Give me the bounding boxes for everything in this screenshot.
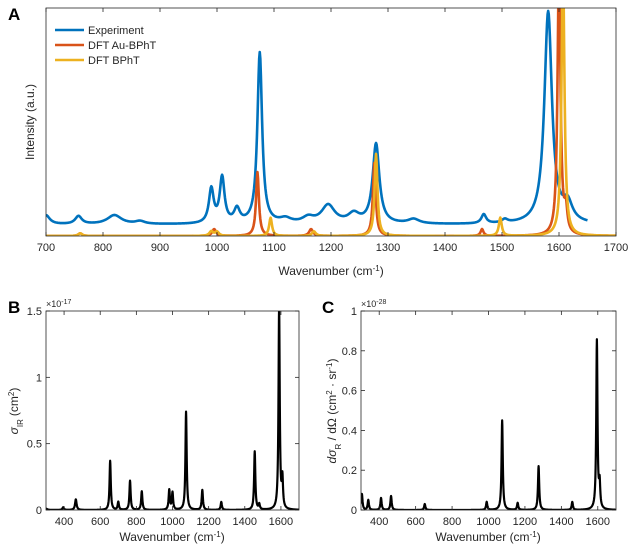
panel-c-exponent-power: -28 (376, 299, 386, 306)
panel-b-x-tick-label: 1000 (160, 516, 184, 528)
panel-b-y-tick-label: 1 (36, 372, 42, 384)
panel-c-y-tick-label: 0.8 (342, 346, 357, 358)
panel-c-x-tick-label: 800 (443, 516, 461, 528)
panel-b-x-tick-label: 600 (91, 516, 109, 528)
panel-a-x-axis-label: Wavenumber (cm-1) (278, 264, 383, 279)
panel-b-exponent: ×10-17 (46, 299, 72, 310)
panel-a-x-tick-label: 1000 (205, 242, 229, 254)
panel-c-x-tick-label: 1600 (586, 516, 610, 528)
panel-b-y-label-sub: IR (16, 419, 25, 427)
legend-label: DFT Au-BPhT (88, 40, 157, 52)
panel-c-x-ticks: 400 600 800 1000 1200 1400 1600 (370, 311, 610, 528)
panel-a-series-line-0 (46, 9, 589, 225)
panel-b-x-label-end: ) (221, 530, 225, 544)
panel-c-y-label-sup1: 2 (325, 390, 334, 395)
panel-c-exponent-base: ×10 (361, 299, 376, 309)
panel-c-y-label-dot: · sr (325, 370, 339, 391)
panel-a-x-tick-label: 1600 (547, 242, 571, 254)
panel-c-y-label-mid: / dΩ (cm (325, 395, 339, 444)
panel-c-y-label-sup2: -1 (325, 362, 334, 370)
panel-c-series-line-0 (361, 338, 616, 510)
panel-c-y-tick-label: 0.2 (342, 465, 357, 477)
panel-c-y-tick-label: 0.6 (342, 386, 357, 398)
panel-b-x-tick-label: 1600 (269, 516, 293, 528)
panel-c-letter: C (322, 298, 334, 317)
panel-b-lines (46, 311, 299, 510)
panel-a-x-tick-label: 1500 (490, 242, 514, 254)
panel-a-x-tick-label: 1300 (376, 242, 400, 254)
legend-label: Experiment (88, 25, 144, 37)
panel-b-y-axis-label: σIR (cm2) (7, 388, 25, 435)
panel-c-y-axis-label: dσR / dΩ (cm2 · sr-1) (325, 359, 343, 464)
panel-a-legend: Experiment DFT Au-BPhT DFT BPhT (55, 25, 157, 67)
panel-c-x-label-end: ) (537, 530, 541, 544)
panel-b-x-tick-label: 1400 (233, 516, 257, 528)
panel-b: B 400 600 800 1000 1200 1400 1600 0 0.5 1 1.5 ×10… (7, 298, 300, 544)
panel-b-y-tick-label: 1.5 (27, 306, 42, 318)
panel-a: A 700 800 900 1000 1100 1200 1300 1400 1500 1600 1… (8, 5, 628, 279)
panel-b-y-ticks: 0 0.5 1 1.5 (27, 306, 299, 517)
panel-c-x-label-text: Wavenumber (cm (435, 530, 529, 544)
panel-c-x-label-sup: -1 (530, 530, 538, 539)
panel-b-axes-box (45, 310, 300, 511)
panel-b-series-line-0 (46, 311, 299, 510)
panel-c-x-tick-label: 1400 (549, 516, 573, 528)
panel-b-exponent-base: ×10 (46, 299, 61, 309)
panel-c-y-tick-label: 0 (351, 505, 357, 517)
panel-c-axes-box (360, 310, 617, 511)
panel-a-x-label-sup: -1 (373, 264, 381, 273)
panel-a-letter: A (8, 5, 20, 24)
panel-a-x-tick-label: 1700 (604, 242, 628, 254)
panel-c-y-tick-label: 0.4 (342, 425, 357, 437)
panel-c-y-ticks: 0 0.2 0.4 0.6 0.8 1 (342, 306, 616, 517)
panel-a-x-tick-label: 1100 (262, 242, 286, 254)
panel-a-x-tick-label: 700 (37, 242, 55, 254)
panel-a-x-tick-label: 800 (94, 242, 112, 254)
panel-c-y-label-d-sigma: dσ (325, 449, 339, 464)
panel-c: C 400 600 800 1000 1200 1400 1600 0 0.2 0.4 0.6 0.… (322, 298, 617, 545)
panel-b-y-label-end: ) (7, 388, 21, 392)
panel-c-exponent: ×10-28 (361, 299, 387, 310)
panel-a-x-tick-label: 900 (151, 242, 169, 254)
panel-c-x-axis-label: Wavenumber (cm-1) (435, 530, 540, 545)
panel-a-x-tick-label: 1400 (433, 242, 457, 254)
panel-a-x-label-text: Wavenumber (cm (278, 264, 372, 278)
panel-b-x-tick-label: 1200 (196, 516, 220, 528)
panel-c-y-tick-label: 1 (351, 306, 357, 318)
panel-b-x-label-text: Wavenumber (cm (119, 530, 213, 544)
panel-b-y-label-unit: (cm (7, 396, 21, 416)
panel-b-letter: B (8, 298, 20, 317)
panel-a-x-ticks: 700 800 900 1000 1100 1200 1300 1400 1500 1600 170… (37, 8, 628, 254)
panel-b-y-tick-label: 0 (36, 505, 42, 517)
panel-b-x-axis-label: Wavenumber (cm-1) (119, 530, 224, 545)
panel-c-lines (361, 338, 616, 510)
panel-c-y-label-end: ) (325, 359, 339, 363)
legend-label: DFT BPhT (88, 55, 140, 67)
panel-a-y-axis-label: Intensity (a.u.) (23, 84, 37, 160)
panel-c-x-tick-label: 1000 (476, 516, 500, 528)
panel-c-x-tick-label: 600 (406, 516, 424, 528)
panel-b-x-label-sup: -1 (214, 530, 222, 539)
panel-c-x-tick-label: 400 (370, 516, 388, 528)
panel-a-x-tick-label: 1200 (319, 242, 343, 254)
panel-b-y-label-sigma: σ (7, 426, 21, 434)
panel-b-y-tick-label: 0.5 (27, 439, 42, 451)
panel-a-x-label-end: ) (380, 264, 384, 278)
panel-b-y-label-unit-sup: 2 (7, 391, 16, 396)
panel-c-x-tick-label: 1200 (513, 516, 537, 528)
panel-b-x-tick-label: 800 (127, 516, 145, 528)
panel-c-y-label-sub: R (334, 444, 343, 450)
panel-b-x-tick-label: 400 (55, 516, 73, 528)
panel-b-x-ticks: 400 600 800 1000 1200 1400 1600 (55, 311, 293, 528)
panel-b-exponent-power: -17 (61, 299, 71, 306)
